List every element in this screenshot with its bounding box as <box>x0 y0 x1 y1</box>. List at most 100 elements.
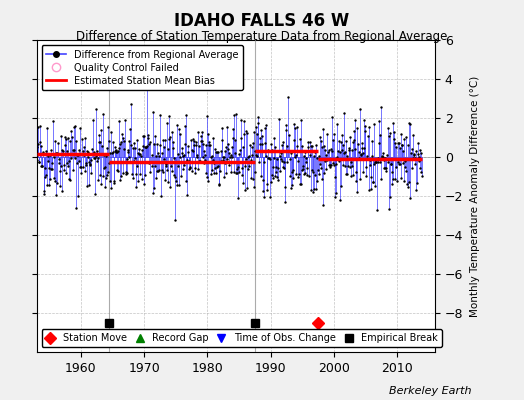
Point <box>326 146 335 152</box>
Point <box>311 172 320 178</box>
Point <box>97 126 105 133</box>
Point <box>294 174 302 180</box>
Point <box>322 152 331 158</box>
Point <box>407 156 416 162</box>
Point <box>138 143 147 149</box>
Point <box>346 159 355 166</box>
Point <box>318 144 326 150</box>
Point <box>204 131 213 138</box>
Point <box>409 154 417 161</box>
Point <box>264 155 272 161</box>
Point <box>368 179 377 185</box>
Point <box>179 152 187 159</box>
Point <box>252 152 260 158</box>
Point <box>151 132 159 139</box>
Point <box>49 154 58 160</box>
Point <box>92 106 101 112</box>
Point <box>33 156 41 163</box>
Point <box>237 165 246 172</box>
Point <box>387 161 396 168</box>
Point <box>246 142 254 148</box>
Point <box>294 158 303 164</box>
Point <box>129 144 137 151</box>
Point <box>61 136 70 142</box>
Point <box>379 157 388 163</box>
Point <box>305 173 313 179</box>
Point <box>270 173 279 180</box>
Point <box>205 142 214 148</box>
Point <box>407 150 415 156</box>
Point <box>38 163 46 169</box>
Point <box>238 144 247 151</box>
Point <box>85 181 94 188</box>
Point <box>408 146 417 152</box>
Point <box>170 155 178 161</box>
Text: Difference of Station Temperature Data from Regional Average: Difference of Station Temperature Data f… <box>77 30 447 43</box>
Point <box>139 133 147 139</box>
Point <box>126 126 134 132</box>
Point <box>98 142 106 149</box>
Point <box>173 182 181 188</box>
Point <box>178 150 186 156</box>
Point <box>143 79 151 85</box>
Point <box>378 154 386 160</box>
Point <box>160 137 169 143</box>
Point <box>223 124 231 130</box>
Point <box>339 142 347 148</box>
Point <box>84 149 92 155</box>
Point <box>123 155 132 162</box>
Point <box>396 145 404 152</box>
Point <box>106 149 115 156</box>
Point <box>295 171 303 177</box>
Point <box>72 152 81 158</box>
Point <box>269 174 277 181</box>
Point <box>367 138 376 144</box>
Point <box>282 127 290 134</box>
Point <box>249 184 258 190</box>
Point <box>251 168 259 175</box>
Point <box>116 177 124 184</box>
Point <box>34 141 42 148</box>
Point <box>148 152 156 159</box>
Point <box>250 129 258 135</box>
Point <box>50 138 59 144</box>
Point <box>73 152 82 158</box>
Point <box>327 162 335 168</box>
Point <box>339 162 347 168</box>
Point <box>364 132 372 139</box>
Point <box>351 146 359 152</box>
Point <box>44 152 52 159</box>
Point <box>201 152 210 158</box>
Point <box>127 142 136 148</box>
Point <box>233 170 241 176</box>
Point <box>41 174 49 180</box>
Point <box>242 156 250 162</box>
Point <box>128 175 137 181</box>
Point <box>202 170 211 176</box>
Point <box>117 173 125 179</box>
Point <box>192 142 201 148</box>
Point <box>131 155 139 162</box>
Point <box>220 173 228 180</box>
Point <box>105 160 113 166</box>
Point <box>222 170 230 176</box>
Point <box>43 158 52 165</box>
Point <box>341 149 349 155</box>
Point <box>103 172 112 178</box>
Point <box>328 113 336 120</box>
Point <box>115 118 123 124</box>
Point <box>344 144 353 151</box>
Point <box>276 150 285 156</box>
Point <box>94 176 103 183</box>
Point <box>388 181 396 188</box>
Point <box>197 138 205 144</box>
Point <box>195 158 204 164</box>
Point <box>135 150 143 157</box>
Point <box>189 148 198 154</box>
Point <box>210 160 219 166</box>
Point <box>382 164 390 171</box>
Point <box>187 137 195 144</box>
Point <box>250 147 259 154</box>
Point <box>78 136 86 142</box>
Point <box>45 164 53 171</box>
